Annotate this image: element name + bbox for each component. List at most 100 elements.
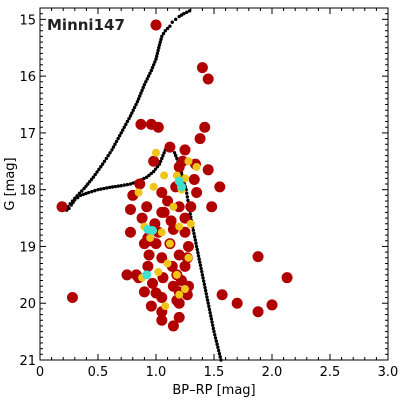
isochrone-dot [99,165,103,169]
member-point-low [196,62,208,74]
member-point-low [179,212,191,224]
isochrone-dot [131,181,135,185]
isochrone-dot [195,247,199,252]
isochrone-dot [145,175,149,179]
isochrone-dot [211,323,215,328]
isochrone-dot [170,20,174,24]
isochrone-dot [160,156,164,161]
member-point-low [173,161,185,173]
isochrone-dot [216,348,221,353]
isochrone-dot [185,10,189,14]
member-point-low [135,118,147,130]
y-tick-label: 20 [19,297,36,312]
member-point-low [124,204,136,216]
isochrone-dot [84,184,88,188]
isochrone-dot [163,29,167,33]
isochrone-dot [148,71,152,75]
isochrone-dot [165,26,170,31]
member-point-high [142,270,152,280]
isochrone-dot [105,186,109,190]
isochrone-dot [157,46,161,50]
isochrone-dot [158,159,163,163]
y-tick-label: 16 [19,70,36,85]
isochrone-dot [201,279,206,283]
isochrone-dot [149,68,154,73]
isochrone-dot [196,251,200,255]
isochrone-dot [146,74,151,78]
isochrone-dot [213,336,218,340]
isochrone-dot [102,159,107,163]
member-point-low [173,297,185,309]
isochrone-dot [147,173,151,177]
isochrone-dot [138,94,142,98]
isochrone-dot [100,162,105,166]
isochrone-dot [151,63,156,67]
points-layer [56,19,293,332]
isochrone-dot [87,180,92,184]
isochrone-dot [194,241,198,245]
isochrone-dot [198,263,203,268]
member-point-low [156,252,168,264]
isochrone-dot [122,183,126,187]
member-point-low [188,173,200,185]
isochrone-dot [97,167,101,172]
isochrone-dot [136,97,141,101]
member-point-low [162,195,174,207]
member-point-low [179,144,191,156]
isochrone-dot [208,310,212,315]
member-point-low [252,251,264,263]
isochrone-dot [68,202,72,206]
isochrone-dot [156,48,160,53]
isochrone-dot [108,151,112,155]
member-point-low [156,187,168,199]
isochrone-dot [134,102,138,107]
isochrone-dot [113,184,118,189]
member-point-low [173,201,185,213]
member-point-mid [154,268,163,276]
isochrone-dot [213,333,217,337]
y-tick-label: 19 [19,240,36,255]
member-point-low [66,292,78,304]
isochrone-dot [159,37,163,41]
isochrone-dot [128,114,133,118]
isochrone-dot [87,190,91,195]
isochrone-dot [193,238,197,242]
member-point-low [56,201,68,213]
isochrone-dot [119,131,123,135]
isochrone-dot [153,167,158,171]
isochrone-dot [185,195,190,199]
isochrone-dot [186,198,190,203]
isochrone-dot [218,355,222,359]
isochrone-dot [154,57,158,61]
member-point-low [150,19,162,31]
isochrone-dot [202,282,207,287]
member-point-low [194,133,206,145]
member-point-low [142,260,154,272]
isochrone-dot [214,339,219,343]
isochrone-dot [93,188,97,193]
member-point-low [156,314,168,326]
member-point-low [202,73,214,85]
isochrone-dot [84,191,88,196]
isochrone-dot [70,199,75,203]
isochrone-dot [174,153,178,158]
isochrone-dot [130,111,134,115]
y-tick-label: 21 [19,354,36,369]
isochrone-dot [168,24,172,28]
member-point-low [136,212,148,224]
isochrone-dot [191,228,195,232]
y-tick-label: 15 [19,13,36,28]
member-point-mid [161,302,170,311]
member-point-mid [165,239,174,248]
isochrone-dot [204,292,208,296]
isochrone-dot [203,285,207,290]
isochrone-dot [119,184,123,188]
isochrone-dot [127,117,131,121]
x-tick-label: 0 [36,365,44,380]
isochrone-dot [107,185,112,190]
isochrone-dot [110,148,114,152]
isochrone-dot [106,153,110,158]
isochrone-dot [155,51,160,56]
isochrone-dot [90,189,94,194]
